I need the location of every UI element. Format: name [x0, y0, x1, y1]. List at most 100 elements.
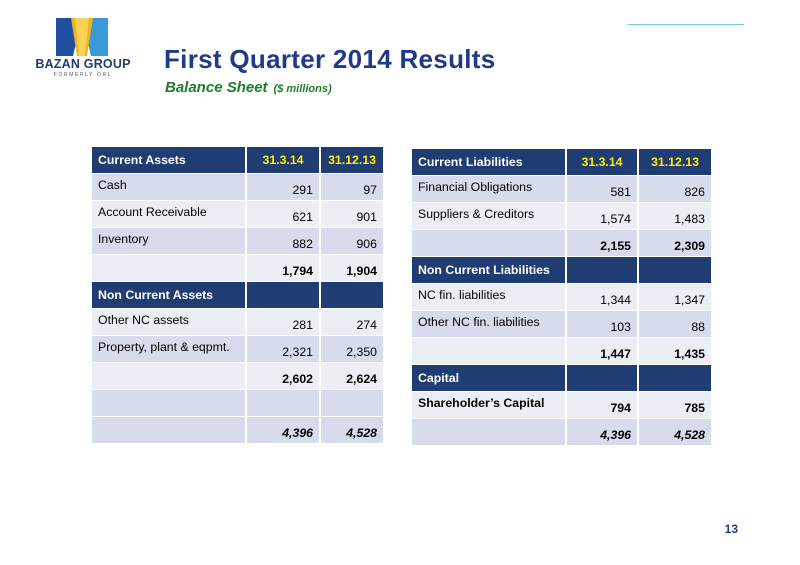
row-label: Account Receivable [92, 201, 245, 227]
value-31-3-14: 1,574 [567, 203, 637, 229]
value-31-12-13: 2,309 [639, 230, 711, 256]
table-row: 2,155 2,309 [412, 230, 711, 256]
bazan-logo-icon [56, 18, 108, 56]
section-header-row: Non Current Assets [92, 282, 383, 308]
table-row: NC fin. liabilities 1,344 1,347 [412, 284, 711, 310]
value-31-3-14: 2,602 [247, 363, 319, 389]
table-row: 1,794 1,904 [92, 255, 383, 281]
logo-subtitle: FORMERLY ORL [53, 72, 113, 78]
row-label [412, 230, 565, 256]
assets-table: Current Assets 31.3.14 31.12.13 Cash 291 97 Ac… [90, 146, 385, 444]
logo-name: BAZAN GROUP [35, 57, 131, 71]
company-logo: BAZAN GROUP FORMERLY ORL [22, 18, 152, 88]
table-row: Other NC fin. liabilities 103 88 [412, 311, 711, 337]
value-31-3-14 [567, 365, 637, 391]
value-31-12-13: 31.12.13 [639, 149, 711, 175]
row-label [92, 417, 245, 443]
row-label: Current Assets [92, 147, 245, 173]
row-label: Shareholder’s Capital [412, 392, 565, 418]
value-31-12-13: 1,483 [639, 203, 711, 229]
value-31-3-14 [567, 257, 637, 283]
row-label: Inventory [92, 228, 245, 254]
value-31-3-14: 4,396 [247, 417, 319, 443]
value-31-12-13: 4,528 [639, 419, 711, 445]
value-31-3-14: 291 [247, 174, 319, 200]
table-row: Suppliers & Creditors 1,574 1,483 [412, 203, 711, 229]
value-31-12-13: 1,904 [321, 255, 383, 281]
table-row: Account Receivable 621 901 [92, 201, 383, 227]
subtitle-unit: ($ millions) [273, 83, 332, 95]
page-number: 13 [724, 522, 738, 536]
row-label: Cash [92, 174, 245, 200]
value-31-3-14: 794 [567, 392, 637, 418]
assets-table-body: Current Assets 31.3.14 31.12.13 Cash 291 97 Ac… [92, 147, 383, 443]
section-header-row: Capital [412, 365, 711, 391]
value-31-12-13 [321, 282, 383, 308]
row-label: NC fin. liabilities [412, 284, 565, 310]
row-label: Property, plant & eqpmt. [92, 336, 245, 362]
row-label: Non Current Liabilities [412, 257, 565, 283]
table-row: 4,396 4,528 [412, 419, 711, 445]
value-31-12-13: 2,624 [321, 363, 383, 389]
value-31-3-14: 1,344 [567, 284, 637, 310]
row-label [92, 255, 245, 281]
page-title: First Quarter 2014 Results [164, 44, 496, 74]
row-label: Current Liabilities [412, 149, 565, 175]
value-31-3-14: 621 [247, 201, 319, 227]
value-31-12-13 [639, 257, 711, 283]
table-row: Financial Obligations 581 826 [412, 176, 711, 202]
value-31-3-14: 2,321 [247, 336, 319, 362]
table-row: Other NC assets 281 274 [92, 309, 383, 335]
value-31-12-13: 4,528 [321, 417, 383, 443]
value-31-3-14: 31.3.14 [247, 147, 319, 173]
value-31-3-14: 103 [567, 311, 637, 337]
value-31-3-14: 4,396 [567, 419, 637, 445]
section-header-row: Current Liabilities 31.3.14 31.12.13 [412, 149, 711, 175]
value-31-3-14: 1,794 [247, 255, 319, 281]
row-label: Non Current Assets [92, 282, 245, 308]
value-31-12-13: 901 [321, 201, 383, 227]
table-row: Inventory 882 906 [92, 228, 383, 254]
value-31-3-14: 581 [567, 176, 637, 202]
row-label [92, 363, 245, 389]
section-header-row: Current Assets 31.3.14 31.12.13 [92, 147, 383, 173]
row-label: Financial Obligations [412, 176, 565, 202]
row-label [412, 419, 565, 445]
value-31-12-13: 31.12.13 [321, 147, 383, 173]
page-subtitle: Balance Sheet ($ millions) [165, 79, 332, 96]
row-label: Capital [412, 365, 565, 391]
value-31-12-13: 826 [639, 176, 711, 202]
value-31-3-14: 31.3.14 [567, 149, 637, 175]
table-row: 4,396 4,528 [92, 417, 383, 443]
table-row: Property, plant & eqpmt. 2,321 2,350 [92, 336, 383, 362]
row-label [92, 390, 245, 416]
value-31-12-13: 2,350 [321, 336, 383, 362]
table-row: Cash 291 97 [92, 174, 383, 200]
value-31-12-13: 1,435 [639, 338, 711, 364]
value-31-3-14 [247, 282, 319, 308]
table-row: 1,447 1,435 [412, 338, 711, 364]
table-row: 2,602 2,624 [92, 363, 383, 389]
row-label: Other NC fin. liabilities [412, 311, 565, 337]
header-accent-line [628, 24, 744, 25]
value-31-3-14: 281 [247, 309, 319, 335]
table-row [92, 390, 383, 416]
value-31-12-13: 1,347 [639, 284, 711, 310]
section-header-row: Non Current Liabilities [412, 257, 711, 283]
value-31-12-13: 906 [321, 228, 383, 254]
value-31-12-13: 88 [639, 311, 711, 337]
value-31-12-13 [639, 365, 711, 391]
value-31-12-13 [321, 390, 383, 416]
row-label: Other NC assets [92, 309, 245, 335]
subtitle-text: Balance Sheet [165, 79, 268, 96]
table-row: Shareholder’s Capital 794 785 [412, 392, 711, 418]
value-31-3-14: 1,447 [567, 338, 637, 364]
value-31-3-14: 2,155 [567, 230, 637, 256]
liabilities-table: Current Liabilities 31.3.14 31.12.13 Financ… [410, 148, 713, 446]
value-31-12-13: 274 [321, 309, 383, 335]
value-31-3-14 [247, 390, 319, 416]
value-31-3-14: 882 [247, 228, 319, 254]
liabilities-table-body: Current Liabilities 31.3.14 31.12.13 Financ… [412, 149, 711, 445]
row-label: Suppliers & Creditors [412, 203, 565, 229]
value-31-12-13: 97 [321, 174, 383, 200]
